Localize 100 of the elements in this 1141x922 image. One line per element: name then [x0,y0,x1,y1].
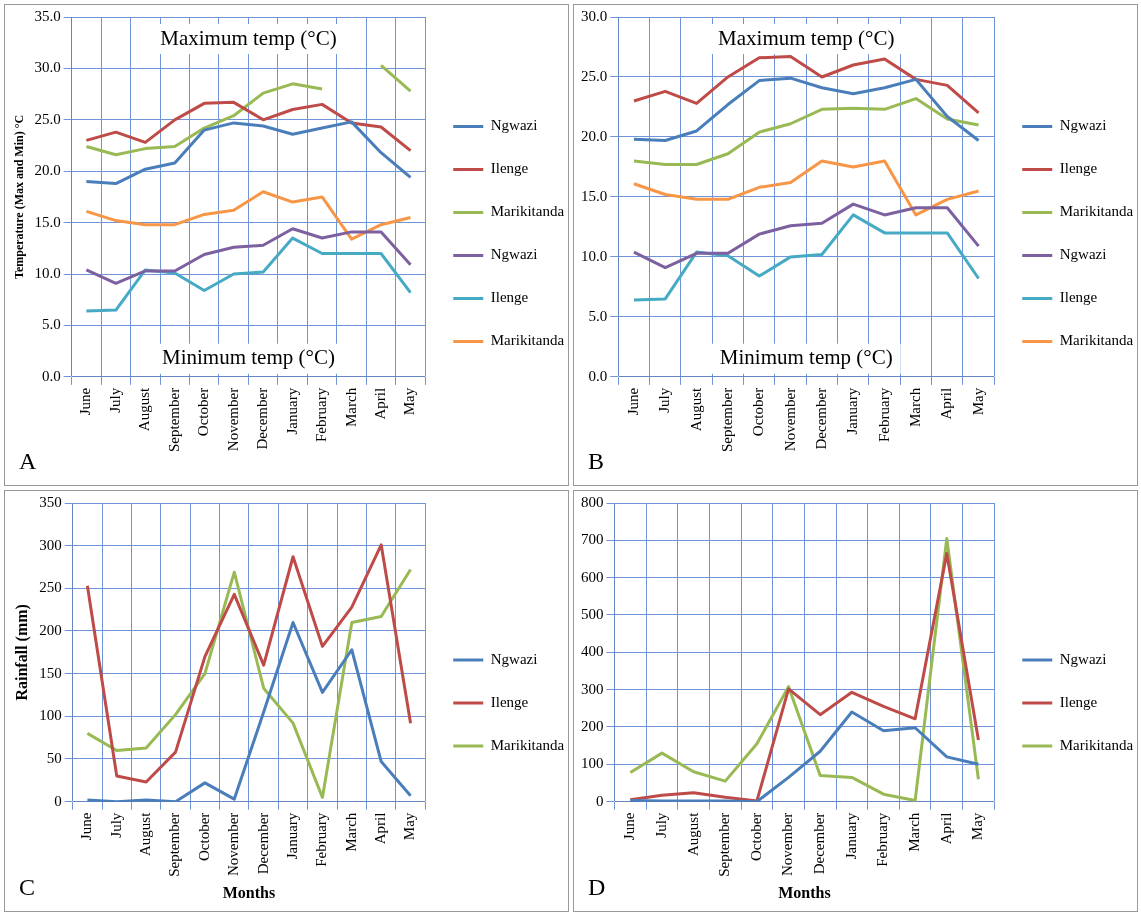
x-tick-label: January [283,812,300,860]
y-tick-label: 15.0 [581,187,608,204]
y-axis-title: Temperature (Max and Min) °C [12,114,27,279]
y-tick-label: 200 [581,717,604,734]
x-tick-label: September [165,387,182,453]
y-tick-label: 400 [581,643,604,660]
text: D [588,874,606,901]
legend-label: Ilenge [1059,693,1098,710]
legend-label: Ilenge [490,289,529,306]
x-tick-label: November [779,812,796,876]
x-tick-label: September [716,812,733,877]
y-tick-label: 200 [39,621,62,638]
x-tick-label: February [875,387,892,443]
x-tick-label: June [77,387,94,416]
y-tick-label: 20.0 [34,162,61,179]
x-tick-label: October [750,387,767,437]
y-tick-label: 25.0 [581,67,608,84]
x-tick-label: December [811,812,828,875]
x-tick-label: May [969,812,986,841]
x-tick-label: April [938,387,955,420]
legend-label: Ngwazi [490,650,538,667]
x-tick-label: January [842,812,859,860]
y-tick-label: 500 [581,605,604,622]
x-tick-label: November [225,812,242,876]
legend-label: Ngwazi [1059,650,1107,667]
y-tick-label: 20.0 [581,127,608,144]
y-tick-label: 0.0 [588,367,608,384]
legend-label: Ngwazi [490,246,538,263]
y-tick-label: 800 [581,493,604,510]
legend-label: Marikitanda [490,736,565,753]
x-tick-label: October [195,387,212,437]
x-tick-label: January [283,387,300,435]
x-tick-label: December [254,812,271,875]
x-tick-label: August [136,387,153,432]
x-tick-label: April [937,812,954,845]
x-tick-label: April [371,387,388,420]
x-tick-label: December [812,387,829,450]
annotation: Maximum temp (°C) [718,25,895,50]
legend-label: Marikitanda [1059,332,1134,349]
x-tick-label: July [106,387,123,413]
y-tick-label: 5.0 [588,307,608,324]
y-tick-label: 5.0 [41,316,61,333]
y-tick-label: 0 [596,792,604,809]
y-tick-label: 250 [39,579,62,596]
x-tick-label: June [624,387,641,416]
x-tick-label: March [906,387,923,428]
text: C [19,874,36,901]
y-tick-label: 300 [39,536,62,553]
x-tick-label: October [747,812,764,861]
x-tick-label: October [195,812,212,861]
y-tick-label: 30.0 [581,7,608,24]
x-tick-label: February [874,812,891,867]
legend-label: Ilenge [490,160,529,177]
legend-label: Ilenge [490,693,529,710]
legend-label: Ngwazi [1059,117,1107,134]
x-tick-label: November [224,387,241,452]
text: B [588,448,605,475]
x-tick-label: July [107,812,124,838]
y-tick-label: 15.0 [34,213,61,230]
x-tick-label: February [313,812,330,867]
x-tick-label: September [166,812,183,877]
x-tick-label: February [313,387,330,443]
y-tick-label: 0.0 [41,367,61,384]
text: A [19,448,37,475]
x-tick-label: March [342,387,359,428]
x-tick-label: May [969,387,986,416]
x-tick-label: September [718,387,735,453]
x-tick-label: June [621,812,638,841]
x-tick-label: August [687,387,704,432]
x-axis-title: Months [778,883,831,901]
legend-label: Marikitanda [490,203,565,220]
legend-label: Marikitanda [1059,736,1134,753]
x-tick-label: July [656,387,673,413]
y-tick-label: 300 [581,680,604,697]
y-tick-label: 35.0 [34,7,61,24]
legend-label: Marikitanda [1059,203,1134,220]
y-tick-label: 10.0 [34,264,61,281]
x-tick-label: July [652,812,669,838]
x-tick-label: November [781,387,798,452]
legend-label: Ilenge [1059,289,1098,306]
x-tick-label: March [906,812,923,852]
x-tick-label: April [372,812,389,845]
y-tick-label: 350 [39,493,62,510]
legend-label: Ngwazi [490,117,538,134]
legend-label: Ilenge [1059,160,1098,177]
legend-label: Ngwazi [1059,246,1107,263]
x-tick-label: June [78,812,95,841]
y-tick-label: 25.0 [34,110,61,127]
x-tick-label: May [401,387,418,416]
y-tick-label: 50 [46,749,62,766]
x-tick-label: December [254,387,271,450]
x-axis-title: Months [222,883,276,901]
annotation: Minimum temp (°C) [162,345,335,370]
annotation: Maximum temp (°C) [160,25,337,50]
y-tick-label: 600 [581,568,604,585]
y-tick-label: 0 [54,792,62,809]
x-tick-label: August [137,811,154,856]
y-tick-label: 150 [39,664,62,681]
x-tick-label: May [401,812,418,841]
y-tick-label: 100 [581,755,604,772]
